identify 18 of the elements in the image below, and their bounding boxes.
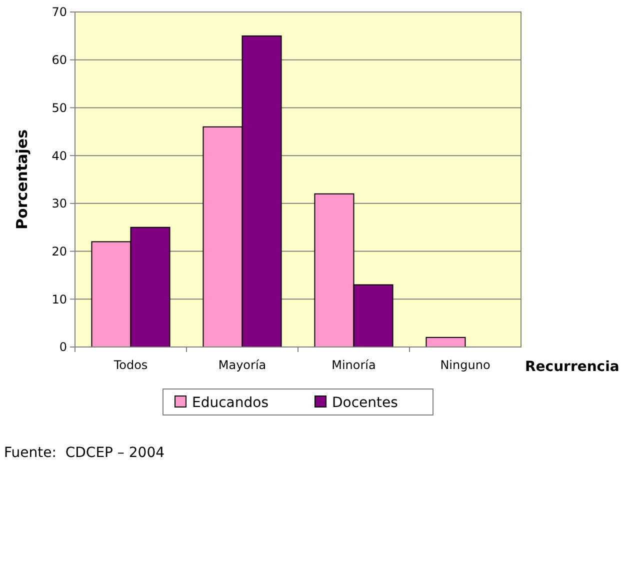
y-axis-title: Porcentajes [13, 129, 31, 230]
y-tick-label: 70 [52, 5, 67, 20]
x-axis-title: Recurrencia [525, 359, 620, 375]
y-tick-label: 0 [59, 340, 67, 354]
legend-label: Educandos [192, 394, 269, 411]
x-tick-label: Minoría [332, 358, 376, 372]
y-tick-label: 10 [52, 292, 67, 306]
y-tick-label: 50 [52, 100, 67, 115]
x-tick-label: Ninguno [440, 358, 490, 372]
legend-label: Docentes [332, 394, 398, 411]
y-tick-label: 20 [52, 244, 67, 258]
bar [426, 336, 466, 348]
y-tick-label: 30 [52, 196, 67, 211]
x-tick-label: Todos [112, 358, 148, 372]
y-tick-label: 40 [52, 148, 67, 163]
source-note: Fuente: CDCEP – 2004 [4, 445, 165, 461]
y-tick-label: 60 [52, 53, 67, 68]
x-tick-label: Mayoría [218, 358, 266, 372]
